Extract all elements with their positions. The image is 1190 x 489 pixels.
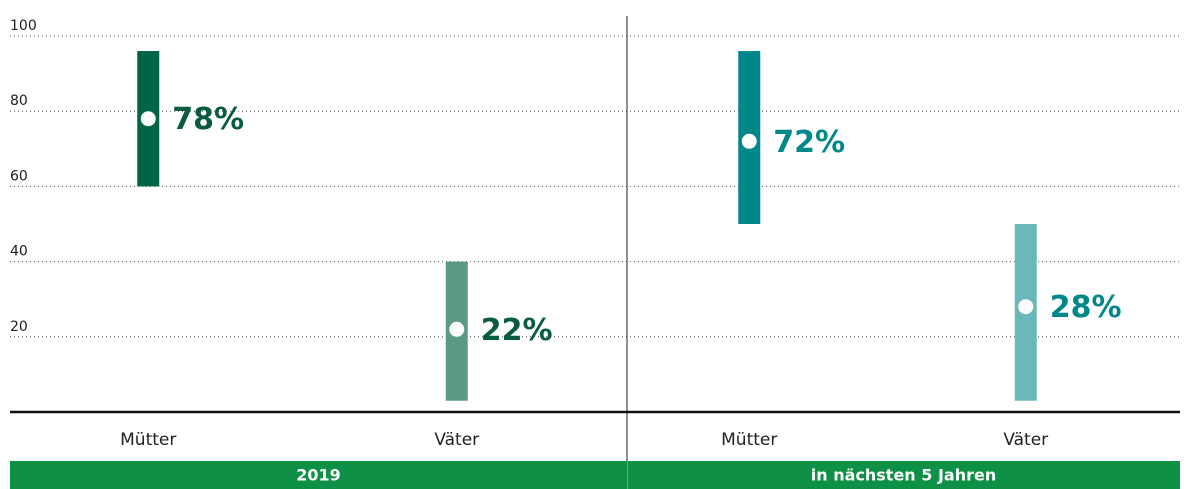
point (1018, 299, 1034, 315)
value-label: 28% (1050, 290, 1122, 325)
y-tick-label: 60 (10, 168, 28, 184)
point (449, 321, 465, 337)
x-tick-label: Väter (1003, 430, 1048, 450)
x-tick-label: Mütter (120, 430, 176, 450)
panel-band (628, 461, 1180, 489)
panel-band (10, 461, 627, 489)
y-tick-label: 20 (10, 319, 28, 335)
value-label: 72% (773, 125, 845, 160)
panel-label: 2019 (296, 466, 341, 485)
panel-label: in nächsten 5 Jahren (811, 466, 996, 485)
y-tick-label: 40 (10, 244, 28, 260)
y-tick-label: 100 (10, 18, 37, 34)
point (741, 133, 757, 149)
y-tick-label: 80 (10, 93, 28, 109)
x-tick-label: Mütter (721, 430, 777, 450)
value-label: 22% (481, 313, 553, 348)
point (140, 111, 156, 127)
value-label: 78% (172, 102, 244, 137)
x-tick-label: Väter (434, 430, 479, 450)
